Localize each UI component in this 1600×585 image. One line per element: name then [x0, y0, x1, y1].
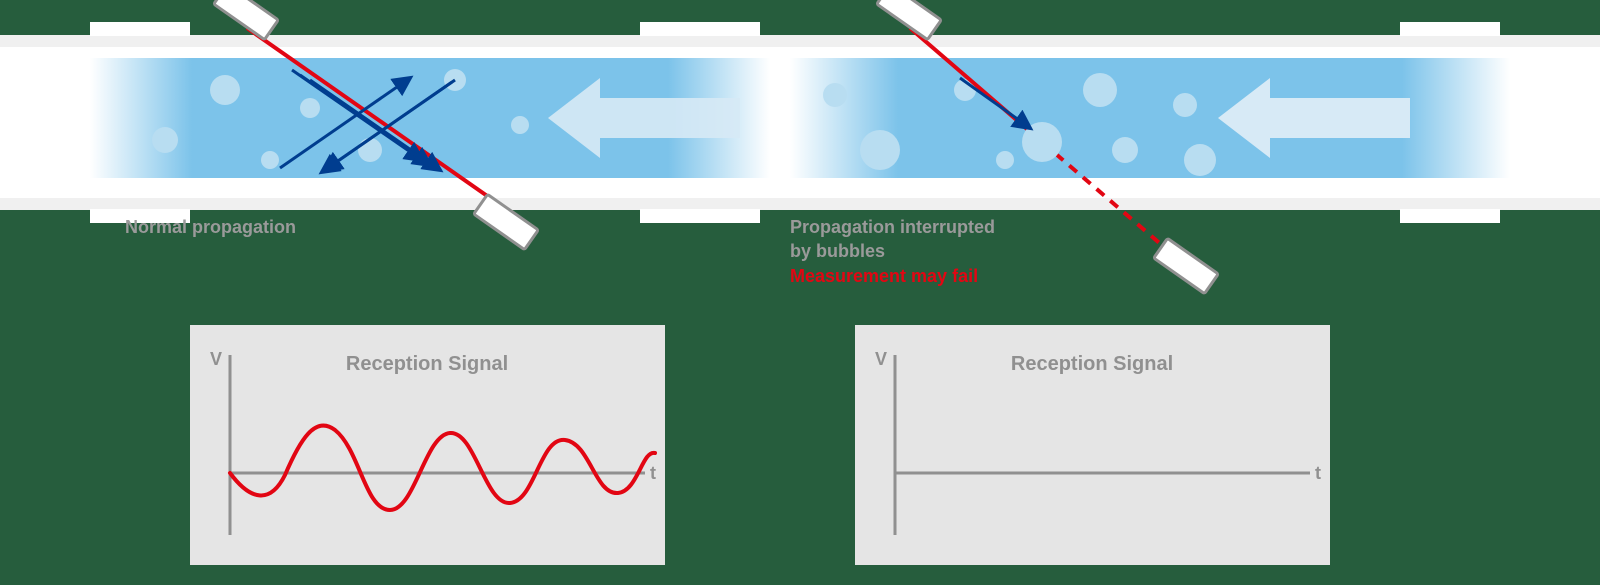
y-label-left: V	[210, 349, 222, 369]
chart-right: V t Reception Signal	[855, 325, 1330, 565]
sensor-tl-right	[877, 0, 942, 40]
sensor-br-right	[1154, 238, 1219, 293]
chart-left: V t Reception Signal	[190, 325, 665, 565]
chart-title-right: Reception Signal	[1011, 353, 1173, 375]
caption-right-warn: Measurement may fail	[790, 266, 978, 286]
x-label-right: t	[1315, 463, 1321, 483]
chart-title-left: Reception Signal	[346, 353, 508, 375]
x-label-left: t	[650, 463, 656, 483]
caption-right-line1: Propagation interrupted	[790, 217, 995, 237]
y-label-right: V	[875, 349, 887, 369]
caption-right-line2: by bubbles	[790, 241, 885, 261]
caption-left: Normal propagation	[125, 215, 296, 239]
flow-arrow-left	[530, 78, 740, 158]
caption-right: Propagation interrupted by bubbles Measu…	[790, 215, 995, 288]
sensor-tl-left	[214, 0, 279, 40]
